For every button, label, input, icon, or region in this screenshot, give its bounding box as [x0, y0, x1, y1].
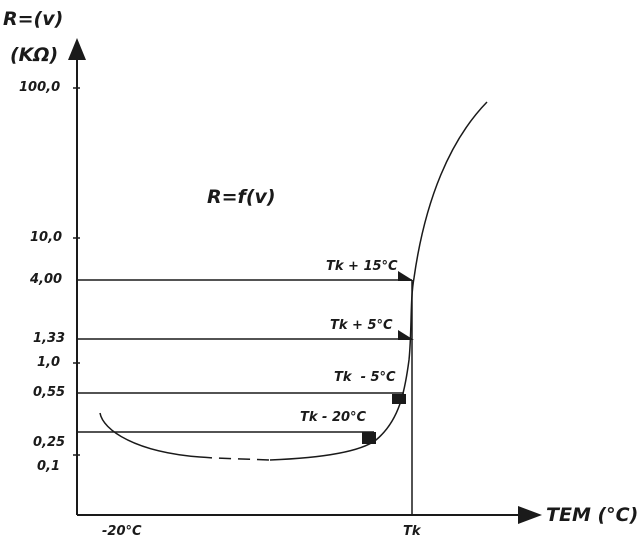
- y-tick-label-055: 0,55: [33, 385, 66, 400]
- reference-arrowheads: [362, 271, 414, 444]
- y-axis-title-line2: (KΩ): [10, 44, 59, 66]
- y-axis-title-line1: R=(v): [3, 8, 64, 30]
- resistance-curve-lower-left: [99, 412, 201, 458]
- resistance-curve-main: [269, 101, 488, 461]
- arrowhead-minus5: [392, 394, 406, 404]
- y-tick-label-100: 100,0: [19, 80, 61, 95]
- annotation-tk-plus-5: Tk + 5°C: [330, 318, 393, 333]
- y-tick-label-025: 0,25: [33, 435, 66, 450]
- reference-lines: [77, 279, 412, 433]
- function-label: R=f(v): [207, 186, 276, 208]
- x-tick-label-minus20: -20°C: [102, 524, 142, 539]
- resistance-curve-dashed: [199, 456, 271, 461]
- x-axis-arrow: [518, 506, 542, 524]
- arrowhead-minus20: [362, 432, 376, 444]
- y-tick-label-10: 10,0: [30, 230, 63, 245]
- annotation-tk-plus-15: Tk + 15°C: [326, 259, 398, 274]
- x-tick-label-tk: Tk: [403, 524, 421, 539]
- y-axis-ticks: [73, 87, 80, 456]
- y-tick-label-4: 4,00: [30, 272, 63, 287]
- x-axis-title: TEM (°C): [546, 504, 639, 526]
- y-tick-label-133: 1,33: [33, 331, 66, 346]
- annotation-tk-minus-20: Tk - 20°C: [300, 410, 367, 425]
- y-tick-label-1: 1,0: [37, 355, 61, 370]
- y-tick-label-01: 0,1: [37, 459, 61, 474]
- arrowhead-15: [398, 271, 414, 281]
- annotation-tk-minus-5: Tk - 5°C: [334, 370, 396, 385]
- y-axis-arrow: [68, 38, 86, 60]
